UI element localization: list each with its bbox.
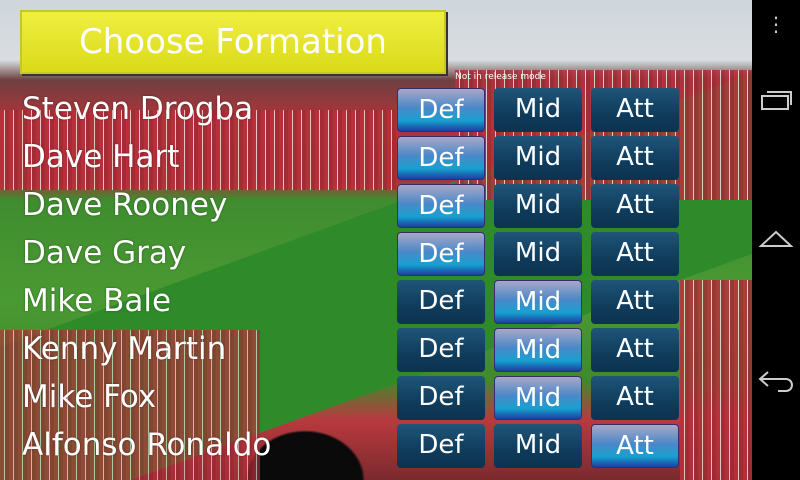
overflow-menu-icon[interactable]: ⋮	[766, 12, 786, 36]
position-mid-button[interactable]: Mid	[494, 232, 582, 276]
position-def-button[interactable]: Def	[397, 88, 485, 132]
stadium-stand	[0, 110, 400, 190]
stadium-stand	[680, 280, 752, 480]
position-def-button[interactable]: Def	[397, 280, 485, 324]
player-row: Mike Fox Def Mid Att	[0, 374, 752, 422]
position-def-button[interactable]: Def	[397, 424, 485, 468]
player-name: Dave Rooney	[22, 187, 228, 223]
position-mid-button[interactable]: Mid	[494, 424, 582, 468]
player-row: Kenny Martin Def Mid Att	[0, 326, 752, 374]
position-def-button[interactable]: Def	[397, 376, 485, 420]
position-att-button[interactable]: Att	[591, 136, 679, 180]
player-name: Mike Bale	[22, 283, 172, 319]
position-mid-button[interactable]: Mid	[494, 280, 582, 324]
position-mid-button[interactable]: Mid	[494, 136, 582, 180]
player-row: Dave Gray Def Mid Att	[0, 230, 752, 278]
position-att-button[interactable]: Att	[591, 328, 679, 372]
choose-formation-button[interactable]: Choose Formation	[20, 10, 446, 74]
recent-apps-icon[interactable]	[752, 88, 800, 116]
position-att-button[interactable]: Att	[591, 184, 679, 228]
position-att-button[interactable]: Att	[591, 88, 679, 132]
player-name: Kenny Martin	[22, 331, 227, 367]
player-name: Mike Fox	[22, 379, 157, 415]
player-name: Alfonso Ronaldo	[22, 427, 272, 463]
player-row: Dave Hart Def Mid Att	[0, 134, 752, 182]
position-def-button[interactable]: Def	[397, 328, 485, 372]
player-name: Dave Hart	[22, 139, 180, 175]
position-att-button[interactable]: Att	[591, 376, 679, 420]
position-att-button[interactable]: Att	[591, 424, 679, 468]
position-mid-button[interactable]: Mid	[494, 376, 582, 420]
position-att-button[interactable]: Att	[591, 232, 679, 276]
stadium-stand	[0, 330, 260, 480]
position-mid-button[interactable]: Mid	[494, 88, 582, 132]
formation-screen: Choose Formation Not in release mode Ste…	[0, 0, 752, 480]
position-att-button[interactable]: Att	[591, 280, 679, 324]
back-icon[interactable]	[752, 366, 800, 398]
debug-label: Not in release mode	[455, 72, 546, 82]
player-row: Alfonso Ronaldo Def Mid Att	[0, 422, 752, 470]
player-row: Dave Rooney Def Mid Att	[0, 182, 752, 230]
player-name: Steven Drogba	[22, 91, 254, 127]
position-mid-button[interactable]: Mid	[494, 328, 582, 372]
player-row: Mike Bale Def Mid Att	[0, 278, 752, 326]
home-icon[interactable]	[752, 226, 800, 254]
position-def-button[interactable]: Def	[397, 184, 485, 228]
player-name: Dave Gray	[22, 235, 187, 271]
position-def-button[interactable]: Def	[397, 136, 485, 180]
player-row: Steven Drogba Def Mid Att	[0, 86, 752, 134]
system-nav-bar: ⋮	[752, 0, 800, 480]
position-def-button[interactable]: Def	[397, 232, 485, 276]
position-mid-button[interactable]: Mid	[494, 184, 582, 228]
